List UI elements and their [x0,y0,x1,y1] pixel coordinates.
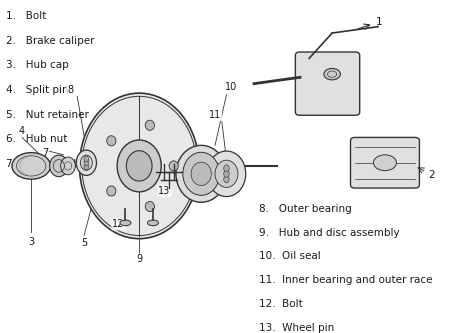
Ellipse shape [107,136,116,146]
Text: 3.   Hub cap: 3. Hub cap [6,60,69,70]
Text: 4.   Split pin: 4. Split pin [6,85,69,95]
Ellipse shape [191,162,211,185]
Text: 9: 9 [136,254,142,264]
Text: 7.   Lock washer: 7. Lock washer [6,159,91,169]
Text: 6.   Hub nut: 6. Hub nut [6,134,67,144]
Text: 2: 2 [428,170,435,180]
Ellipse shape [215,160,238,187]
Ellipse shape [117,140,161,192]
Ellipse shape [127,151,152,181]
Text: 3: 3 [28,237,34,247]
Text: 7: 7 [42,148,48,158]
Ellipse shape [50,155,68,177]
Ellipse shape [61,157,75,175]
Text: 10: 10 [225,82,237,92]
Text: 11: 11 [209,110,221,120]
Ellipse shape [224,170,229,177]
Text: 8.   Outer bearing: 8. Outer bearing [259,204,351,214]
Ellipse shape [176,145,227,202]
Ellipse shape [120,220,131,226]
Ellipse shape [84,156,89,162]
Text: 1: 1 [376,17,383,27]
Text: 1.   Bolt: 1. Bolt [6,11,46,21]
Ellipse shape [76,150,97,175]
FancyBboxPatch shape [295,52,360,115]
Ellipse shape [224,176,229,183]
Text: 4: 4 [19,126,25,136]
Ellipse shape [207,151,246,196]
Text: 6: 6 [33,164,39,174]
Text: 2.   Brake caliper: 2. Brake caliper [6,36,94,46]
Text: 13: 13 [158,186,171,196]
Ellipse shape [84,164,89,169]
Text: 12.  Bolt: 12. Bolt [259,299,302,309]
Ellipse shape [147,220,158,226]
Ellipse shape [145,201,155,211]
Text: 11.  Inner bearing and outer race: 11. Inner bearing and outer race [259,275,432,285]
Text: 12: 12 [112,219,125,229]
Ellipse shape [80,93,199,239]
Text: 9.   Hub and disc assembly: 9. Hub and disc assembly [259,227,399,238]
Text: 8: 8 [67,85,73,95]
Circle shape [374,155,396,170]
Text: 5.   Nut retainer: 5. Nut retainer [6,110,89,120]
Ellipse shape [224,165,229,172]
FancyBboxPatch shape [350,138,419,188]
Text: 10.  Oil seal: 10. Oil seal [259,251,320,261]
Ellipse shape [145,120,155,130]
Ellipse shape [107,186,116,196]
Ellipse shape [84,160,89,166]
Ellipse shape [183,152,219,195]
Text: 5: 5 [81,238,87,248]
Text: 13.  Wheel pin: 13. Wheel pin [259,323,334,333]
Circle shape [12,153,51,179]
Ellipse shape [81,155,92,170]
Circle shape [324,69,340,80]
Ellipse shape [169,161,178,171]
